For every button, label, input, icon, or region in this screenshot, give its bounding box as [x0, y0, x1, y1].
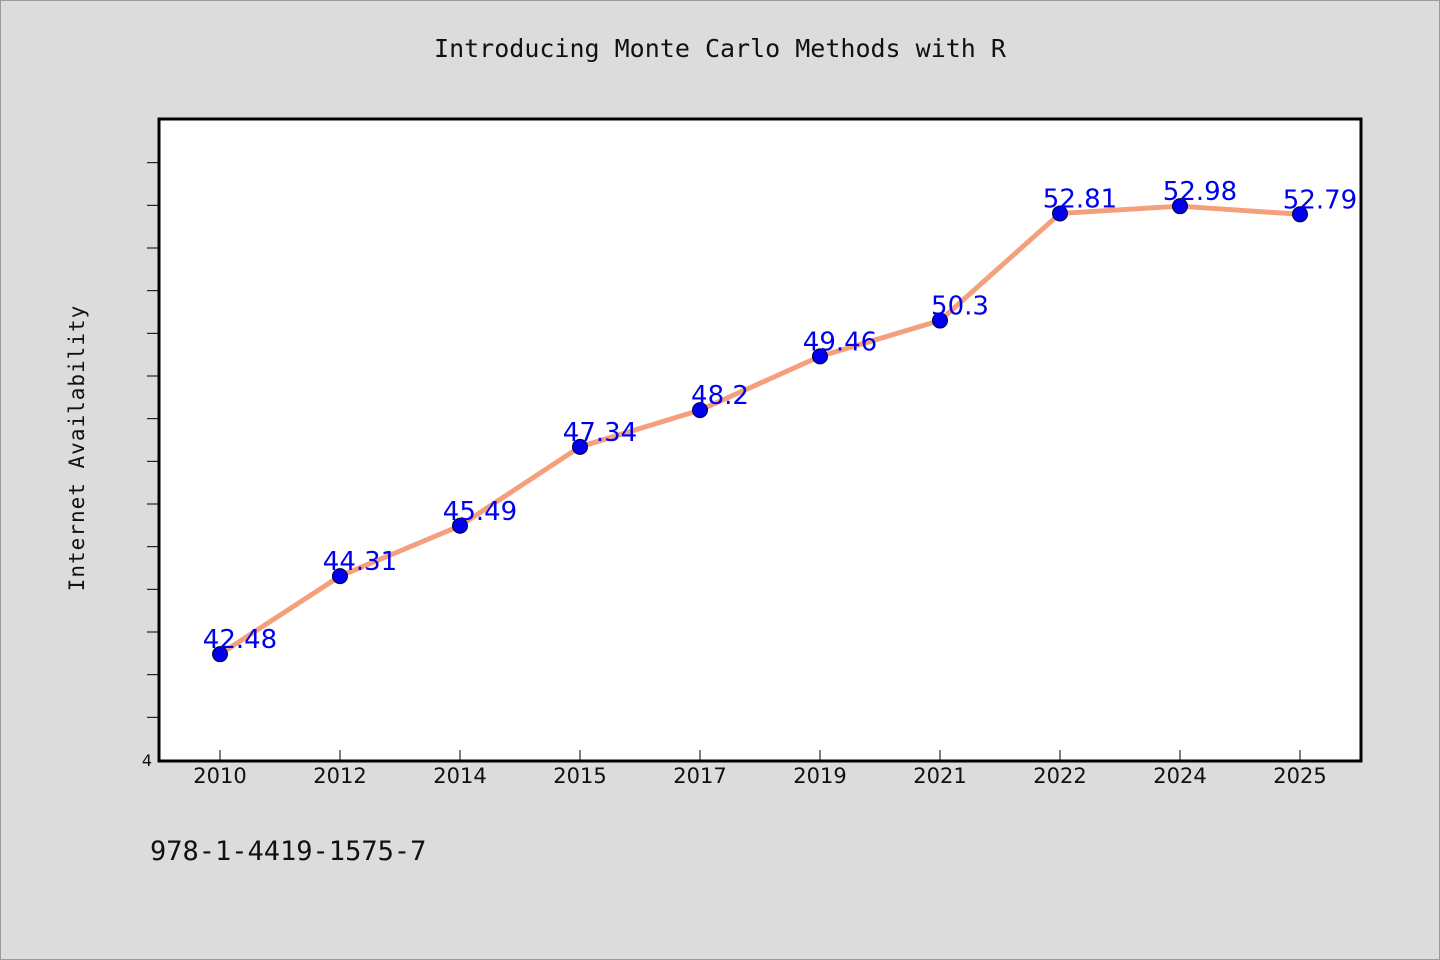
data-point: [212, 646, 228, 663]
y-tick-label: 4: [142, 751, 152, 770]
data-label: 49.46: [803, 327, 877, 357]
data-point: [932, 312, 948, 329]
data-label: 44.31: [323, 547, 397, 577]
x-axis-ticks: 2010 2012 2014 2015 2017 2019 2021 2022 2024 2025: [193, 750, 1327, 788]
plot-area: [157, 117, 1363, 763]
y-axis-ticks: 4: [142, 162, 160, 770]
data-point: [692, 402, 708, 419]
series-line: [217, 203, 1303, 657]
x-tick-label: 2024: [1153, 764, 1206, 788]
x-tick-label: 2010: [193, 764, 246, 788]
data-label: 45.49: [443, 497, 517, 527]
x-tick-label: 2015: [553, 764, 606, 788]
data-point: [452, 517, 468, 534]
data-label: 52.98: [1163, 177, 1237, 207]
x-tick-label: 2019: [793, 764, 846, 788]
series-layer: 42.48 44.31 45.49 47.34 48.2 49.46 50.3 52.81 52…: [203, 177, 1357, 663]
data-point: [1052, 205, 1068, 222]
data-label: 52.81: [1043, 184, 1117, 214]
data-label: 52.79: [1283, 185, 1357, 215]
data-point: [812, 348, 828, 365]
data-point: [1292, 206, 1308, 223]
x-tick-label: 2022: [1033, 764, 1086, 788]
data-label: 48.2: [691, 381, 749, 411]
data-point: [332, 568, 348, 585]
chart-title: Introducing Monte Carlo Methods with R: [434, 34, 1006, 63]
data-label: 50.3: [931, 292, 989, 322]
x-tick-label: 2017: [673, 764, 726, 788]
data-label: 42.48: [203, 625, 277, 655]
x-tick-label: 2012: [313, 764, 366, 788]
x-tick-label: 2025: [1273, 764, 1326, 788]
data-point: [572, 438, 588, 455]
isbn-code: 978-1-4419-1575-7: [150, 836, 427, 867]
data-point: [1172, 198, 1188, 215]
x-tick-label: 2014: [433, 764, 486, 788]
x-tick-label: 2021: [913, 764, 966, 788]
data-label: 47.34: [563, 418, 637, 448]
